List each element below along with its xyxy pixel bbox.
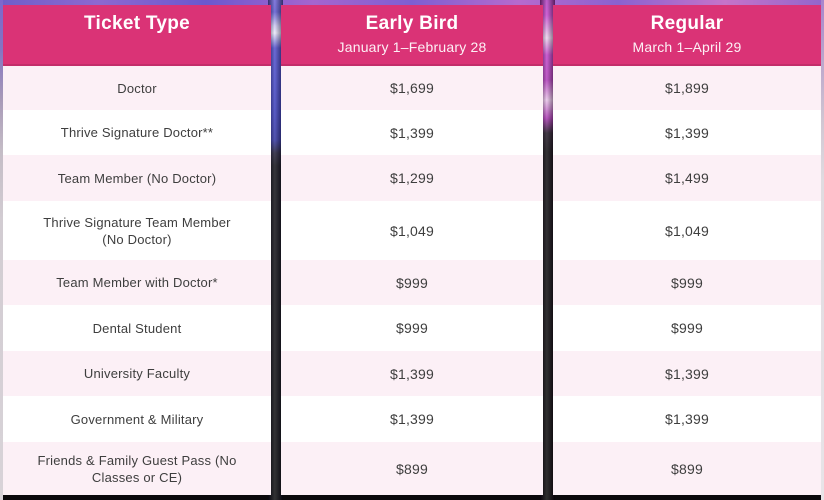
background-photo-right-edge	[821, 0, 824, 500]
regular-price-cell: $899	[553, 442, 821, 495]
column-header-title: Early Bird	[365, 13, 459, 34]
column-header-regular: Regular March 1–April 29	[553, 5, 821, 66]
column-header-subtitle: January 1–February 28	[337, 39, 487, 55]
ticket-type-cell: Government & Military	[3, 396, 271, 442]
ticket-type-cell: Team Member with Doctor*	[3, 260, 271, 305]
regular-price-cell: $999	[553, 305, 821, 351]
ticket-type-cell: Thrive Signature Doctor**	[3, 110, 271, 155]
column-header-subtitle: March 1–April 29	[632, 39, 742, 55]
background-photo-left-edge	[0, 0, 3, 500]
early-bird-price-cell: $999	[281, 260, 543, 305]
column-header-title: Regular	[650, 13, 724, 34]
regular-price-cell: $1,399	[553, 396, 821, 442]
regular-price-cell: $1,399	[553, 351, 821, 396]
ticket-type-cell: Team Member (No Doctor)	[3, 155, 271, 201]
background-neon-streak-magenta	[540, 0, 555, 500]
early-bird-price-cell: $1,399	[281, 396, 543, 442]
early-bird-price-cell: $1,399	[281, 110, 543, 155]
column-header-title: Ticket Type	[83, 13, 191, 34]
ticket-type-cell: Dental Student	[3, 305, 271, 351]
early-bird-price-cell: $999	[281, 305, 543, 351]
regular-price-cell: $999	[553, 260, 821, 305]
ticket-type-cell: Thrive Signature Team Member (No Doctor)	[3, 201, 271, 260]
regular-price-cell: $1,499	[553, 155, 821, 201]
column-header-early-bird: Early Bird January 1–February 28	[281, 5, 543, 66]
early-bird-price-cell: $1,049	[281, 201, 543, 260]
background-neon-streak-blue	[268, 0, 283, 500]
early-bird-price-cell: $899	[281, 442, 543, 495]
early-bird-price-cell: $1,399	[281, 351, 543, 396]
regular-price-cell: $1,049	[553, 201, 821, 260]
ticket-type-cell: University Faculty	[3, 351, 271, 396]
early-bird-price-cell: $1,699	[281, 66, 543, 110]
ticket-type-cell: Doctor	[3, 66, 271, 110]
pricing-table: Ticket Type Early Bird January 1–Februar…	[3, 5, 821, 495]
regular-price-cell: $1,399	[553, 110, 821, 155]
column-header-ticket-type: Ticket Type	[3, 5, 271, 66]
early-bird-price-cell: $1,299	[281, 155, 543, 201]
ticket-type-cell: Friends & Family Guest Pass (No Classes …	[3, 442, 271, 495]
background-photo-top-strip	[0, 0, 824, 5]
regular-price-cell: $1,899	[553, 66, 821, 110]
